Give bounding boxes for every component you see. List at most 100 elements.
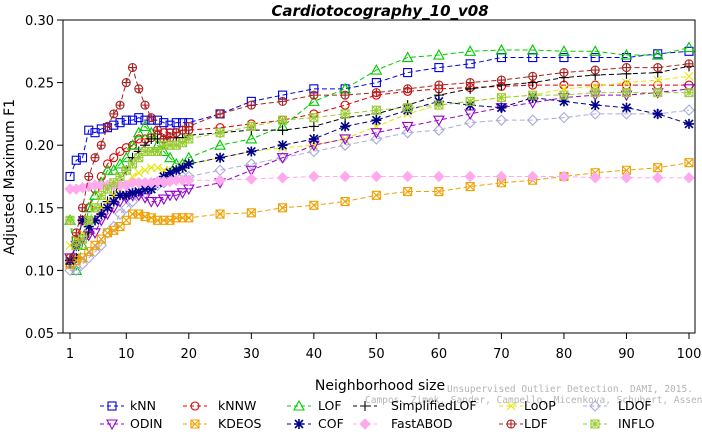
x-tick-label: 90 bbox=[618, 347, 635, 362]
data-point bbox=[652, 172, 664, 184]
data-point bbox=[683, 104, 695, 116]
legend-item-lof: LOF bbox=[287, 398, 342, 413]
series-line bbox=[69, 63, 690, 259]
y-tick-label: 0.25 bbox=[25, 77, 54, 92]
data-point bbox=[84, 215, 94, 225]
data-point bbox=[121, 115, 131, 125]
data-point bbox=[214, 164, 226, 177]
data-point bbox=[620, 108, 633, 120]
data-point bbox=[308, 145, 320, 158]
data-point bbox=[184, 213, 194, 223]
data-point bbox=[684, 118, 694, 129]
data-point bbox=[403, 68, 413, 78]
data-point bbox=[434, 80, 444, 90]
data-point bbox=[159, 118, 169, 128]
legend-item-fastabod: FastABOD bbox=[353, 416, 453, 431]
data-point bbox=[432, 48, 445, 60]
legend-label: SimplifiedLOF bbox=[391, 398, 477, 413]
data-point bbox=[652, 108, 663, 119]
data-point bbox=[621, 165, 632, 175]
x-tick-label: 1 bbox=[66, 347, 74, 362]
data-point bbox=[89, 228, 101, 239]
legend-marker bbox=[190, 401, 200, 411]
data-point bbox=[278, 96, 288, 106]
data-point bbox=[177, 162, 188, 173]
data-point bbox=[245, 158, 258, 170]
legend-item-knn: kNN bbox=[100, 398, 156, 413]
legend-label: ODIN bbox=[130, 416, 163, 431]
data-point bbox=[371, 88, 381, 98]
data-point bbox=[77, 234, 88, 244]
series-line bbox=[69, 50, 690, 177]
x-tick-label: 70 bbox=[493, 347, 510, 362]
data-point bbox=[215, 152, 226, 163]
data-point bbox=[134, 113, 144, 123]
legend-marker bbox=[360, 401, 370, 411]
data-point bbox=[184, 121, 194, 131]
data-point bbox=[653, 63, 663, 73]
legend-marker bbox=[294, 419, 304, 429]
data-point bbox=[107, 220, 120, 233]
data-point bbox=[115, 190, 126, 201]
data-point bbox=[114, 208, 126, 220]
data-point bbox=[127, 159, 138, 169]
y-tick-label: 0.20 bbox=[25, 139, 54, 154]
x-tick-label: 10 bbox=[118, 347, 135, 362]
data-point bbox=[621, 102, 632, 113]
legend-item-loop: LoOP bbox=[499, 398, 556, 413]
series-lof bbox=[64, 41, 695, 275]
data-point bbox=[176, 188, 189, 199]
data-point bbox=[83, 221, 94, 232]
data-point bbox=[109, 109, 119, 119]
legend-marker bbox=[293, 399, 305, 411]
data-point bbox=[620, 172, 633, 184]
series-line bbox=[70, 109, 690, 271]
data-point bbox=[184, 134, 194, 144]
data-point bbox=[277, 125, 288, 136]
legend-label: kNNW bbox=[218, 398, 256, 413]
data-point bbox=[151, 196, 164, 208]
data-point bbox=[115, 100, 125, 110]
data-point bbox=[245, 132, 258, 144]
data-point bbox=[401, 126, 414, 139]
data-point bbox=[528, 71, 538, 81]
x-tick-label: 40 bbox=[306, 347, 323, 362]
watermark-line-2: Campos, Zimek, Sander, Campello, Micenko… bbox=[365, 395, 702, 406]
data-point bbox=[152, 146, 163, 157]
legend-item-cof: COF bbox=[287, 416, 344, 431]
data-point bbox=[496, 75, 506, 85]
data-point bbox=[621, 88, 632, 98]
data-point bbox=[465, 59, 475, 69]
data-point bbox=[589, 45, 602, 56]
data-point bbox=[371, 78, 381, 88]
data-point bbox=[465, 78, 475, 88]
data-point bbox=[683, 172, 695, 184]
data-point bbox=[528, 90, 538, 100]
data-point bbox=[102, 121, 113, 131]
data-point bbox=[134, 153, 144, 163]
data-point bbox=[370, 170, 383, 183]
data-point bbox=[121, 190, 132, 201]
data-point bbox=[558, 170, 570, 183]
data-point bbox=[277, 140, 288, 151]
data-point bbox=[558, 45, 570, 56]
legend-marker bbox=[589, 400, 601, 412]
data-point bbox=[139, 120, 151, 131]
y-tick-label: 0.10 bbox=[25, 264, 54, 279]
data-point bbox=[276, 172, 289, 184]
data-point bbox=[339, 170, 351, 183]
series-line bbox=[69, 162, 690, 265]
data-point bbox=[496, 93, 506, 103]
data-point bbox=[495, 170, 508, 183]
legend-marker bbox=[106, 419, 118, 431]
data-point bbox=[653, 88, 663, 98]
data-point bbox=[127, 187, 138, 198]
series-inflo bbox=[65, 88, 694, 250]
data-point bbox=[433, 170, 445, 183]
data-point bbox=[433, 124, 445, 136]
data-point bbox=[589, 172, 601, 184]
data-point bbox=[246, 100, 256, 110]
legend-label: kNN bbox=[130, 398, 156, 413]
data-point bbox=[464, 116, 476, 129]
